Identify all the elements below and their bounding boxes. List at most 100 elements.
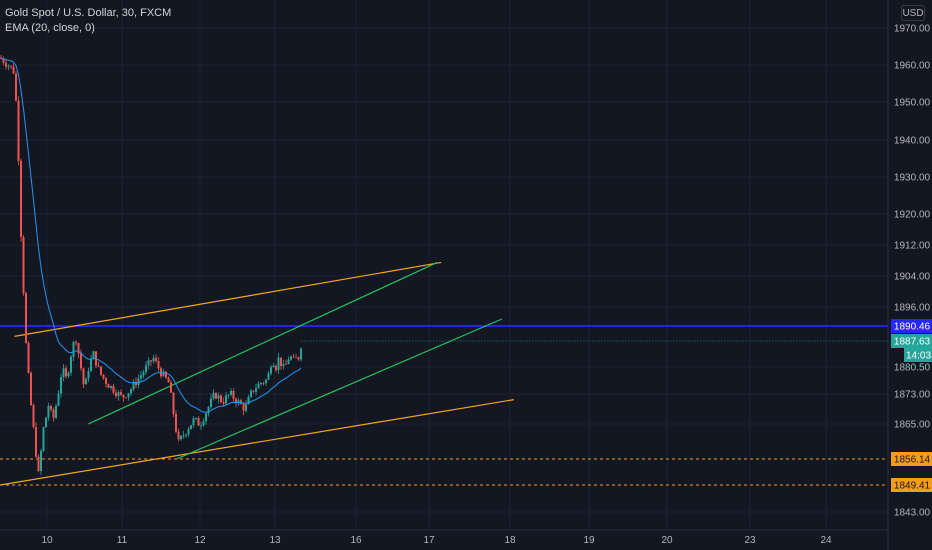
price-tick-label: 1843.00 xyxy=(894,508,931,519)
candle-down xyxy=(75,340,77,346)
candle-body xyxy=(7,65,10,67)
candle-down xyxy=(82,367,85,388)
candle-up xyxy=(42,426,45,452)
candle-body xyxy=(255,388,257,392)
candle-body xyxy=(265,379,267,384)
candle-body xyxy=(280,357,282,367)
candle-body xyxy=(110,385,112,388)
candle-up xyxy=(290,354,292,361)
countdown-label: 14:03 xyxy=(906,351,931,362)
price-tick-label: 1970.00 xyxy=(894,24,931,35)
drawings[interactable] xyxy=(0,261,888,486)
candle-body xyxy=(82,368,85,385)
candle-body xyxy=(182,435,185,437)
price-axis[interactable]: 1843.00 1849.41 1856.14 1865.00 1873.00 1880.… xyxy=(887,0,932,550)
candle-body xyxy=(17,100,20,161)
candle-down xyxy=(10,65,12,70)
candle-body xyxy=(122,394,125,398)
candle-body xyxy=(95,351,97,366)
candle-down xyxy=(262,381,265,386)
candle-down xyxy=(215,392,217,400)
candle-body xyxy=(195,417,197,419)
candle-down xyxy=(25,291,27,344)
candle-body xyxy=(15,73,17,101)
candle-body xyxy=(25,293,27,343)
candle-body xyxy=(100,366,102,375)
candle-body xyxy=(117,392,120,397)
candle-up xyxy=(132,379,135,392)
candle-down xyxy=(97,361,100,368)
candle-up xyxy=(257,381,260,389)
price-tick-label: 1912.00 xyxy=(894,241,931,252)
channel-upper-trendline xyxy=(87,261,438,425)
candle-body xyxy=(215,393,217,399)
candle-down xyxy=(175,410,177,434)
price-tick-label: 1880.50 xyxy=(894,363,931,374)
candle-body xyxy=(35,426,37,457)
channel-lower-trendline xyxy=(176,318,503,460)
candle-body xyxy=(130,389,132,394)
price-tick-label: 1930.00 xyxy=(894,173,931,184)
candle-body xyxy=(90,358,92,371)
time-axis[interactable]: 10 11 12 13 16 17 18 19 20 23 24 xyxy=(0,529,888,546)
time-tick-label: 12 xyxy=(194,535,206,546)
price-tick-label: 1896.00 xyxy=(894,303,931,314)
candle-body xyxy=(197,417,200,426)
candle-up xyxy=(182,430,185,439)
candle-body xyxy=(267,373,270,380)
candle-down xyxy=(65,365,67,379)
candle-body xyxy=(27,342,30,373)
candle-up xyxy=(245,399,247,413)
candle-body xyxy=(20,160,22,237)
candle-body xyxy=(170,382,172,393)
candle-body xyxy=(185,434,187,436)
candle-body xyxy=(260,383,262,384)
candle-body xyxy=(187,429,190,435)
symbol-title[interactable]: Gold Spot / U.S. Dollar, 30, FXCM xyxy=(5,7,172,19)
candle-down xyxy=(120,389,122,397)
candle-body xyxy=(115,392,117,397)
candle-up xyxy=(127,393,130,401)
candle-up xyxy=(40,448,42,475)
candle-body xyxy=(160,368,162,377)
time-tick-label: 23 xyxy=(744,535,756,546)
candle-down xyxy=(37,454,40,473)
indicator-label[interactable]: EMA (20, close, 0) xyxy=(5,22,95,34)
candle-down xyxy=(27,340,30,374)
candle-body xyxy=(157,360,160,369)
candle-down xyxy=(170,380,172,393)
candle-body xyxy=(92,351,95,359)
candle-up xyxy=(300,347,302,362)
price-tick-label: 1940.00 xyxy=(894,136,931,147)
candle-body xyxy=(180,435,182,440)
candle-body xyxy=(75,342,77,344)
time-tick-label: 17 xyxy=(423,535,435,546)
candle-body xyxy=(162,371,165,377)
candle-body xyxy=(270,367,272,374)
candle-body xyxy=(132,381,135,390)
candle-down xyxy=(15,71,17,102)
candle-up xyxy=(190,425,192,430)
candle-body xyxy=(30,372,32,406)
price-tick-label: 1904.00 xyxy=(894,272,931,283)
candle-down xyxy=(165,370,167,379)
candle-down xyxy=(150,359,152,367)
candle-up xyxy=(287,356,290,365)
candle-body xyxy=(112,385,115,393)
candle-up xyxy=(130,387,132,396)
candle-body xyxy=(167,377,170,383)
candle-up xyxy=(92,350,95,360)
price-tag-label: 1856.14 xyxy=(894,455,931,466)
candle-up xyxy=(137,374,140,389)
price-tag-label: 1849.41 xyxy=(894,481,931,492)
candle-down xyxy=(0,54,2,60)
candle-down xyxy=(77,342,80,359)
currency-button[interactable]: USD xyxy=(901,5,925,21)
candle-body xyxy=(287,359,290,365)
candle-body xyxy=(232,390,235,399)
candle-up xyxy=(60,373,62,398)
candle-body xyxy=(40,450,42,472)
ema-20-line xyxy=(0,58,302,413)
